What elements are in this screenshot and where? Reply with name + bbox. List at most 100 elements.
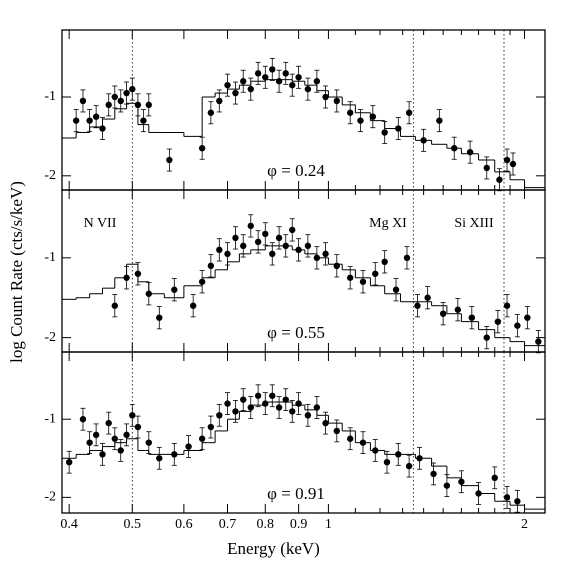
data-point [509, 160, 517, 168]
line-label: Mg XI [369, 216, 407, 231]
data-point [123, 431, 130, 439]
data-point [359, 439, 367, 446]
data-point [333, 97, 340, 105]
data-point [216, 246, 223, 254]
data-point [134, 101, 142, 109]
data-point [468, 314, 476, 321]
data-point [346, 109, 354, 116]
data-point [503, 494, 511, 501]
data-point [262, 400, 269, 407]
data-point [247, 222, 254, 230]
data-point [313, 78, 321, 85]
data-point [439, 310, 447, 317]
data-point [496, 176, 503, 183]
data-point [145, 101, 152, 109]
data-point [156, 314, 163, 321]
data-point [65, 458, 73, 466]
data-point [430, 470, 437, 478]
x-tick-label: 1 [325, 517, 332, 532]
data-point [424, 294, 431, 301]
data-point [289, 408, 296, 415]
x-tick-label: 0.7 [219, 517, 237, 532]
data-point [232, 89, 239, 97]
data-point [216, 97, 223, 105]
y-tick-label: -1 [44, 250, 56, 265]
data-point [436, 117, 443, 124]
data-point [72, 117, 80, 124]
data-point [254, 70, 262, 77]
data-point [381, 129, 388, 136]
phase-label: φ = 0.91 [267, 484, 325, 503]
data-point [247, 85, 254, 93]
data-point [156, 455, 163, 462]
data-point [185, 443, 192, 450]
x-tick-label: 0.8 [257, 517, 275, 532]
data-point [405, 109, 413, 116]
data-point [79, 416, 87, 423]
x-tick-label: 0.6 [175, 517, 193, 532]
data-point [240, 242, 247, 250]
data-point [346, 274, 354, 281]
y-tick-label: -1 [44, 411, 56, 426]
data-point [451, 145, 458, 152]
data-point [359, 278, 367, 285]
data-point [395, 125, 402, 132]
data-point [262, 74, 269, 81]
data-point [405, 462, 413, 470]
data-point [123, 89, 130, 97]
data-point [392, 286, 400, 293]
data-point [483, 164, 490, 172]
data-point [86, 439, 93, 446]
data-point [491, 474, 498, 482]
data-point [262, 230, 269, 238]
data-point [254, 238, 262, 246]
data-point [295, 246, 302, 254]
data-point [224, 250, 231, 258]
x-tick-label: 0.9 [290, 517, 308, 532]
data-point [134, 423, 142, 431]
data-point [79, 97, 87, 105]
line-label: N VII [84, 216, 117, 231]
data-point [383, 458, 391, 466]
x-tick-label: 0.4 [60, 517, 78, 532]
data-point [503, 156, 511, 164]
data-point [275, 78, 283, 85]
data-point [524, 314, 531, 321]
data-point [333, 262, 340, 270]
phase-label: φ = 0.55 [267, 323, 325, 342]
data-point [357, 117, 364, 124]
x-tick-label: 0.5 [124, 517, 142, 532]
data-point [369, 113, 377, 120]
line-label: Si XIII [454, 216, 494, 231]
data-point [443, 482, 451, 489]
data-point [240, 78, 247, 85]
data-point [304, 242, 312, 250]
data-point [333, 427, 340, 435]
y-axis-label: log Count Rate (cts/s/keV) [7, 181, 26, 363]
data-point [494, 318, 502, 325]
data-point [117, 447, 124, 454]
data-point [207, 423, 215, 431]
panel-frame [61, 351, 546, 514]
data-point [466, 148, 474, 156]
data-point [247, 404, 254, 411]
data-point [483, 334, 490, 341]
data-point [111, 435, 118, 442]
data-point [198, 278, 206, 285]
data-point [269, 250, 276, 258]
data-point [240, 396, 247, 403]
data-point [207, 262, 215, 270]
data-point [198, 145, 206, 152]
y-tick-label: -2 [44, 490, 56, 505]
data-point [99, 451, 106, 458]
data-point [134, 270, 142, 277]
data-point [166, 156, 173, 164]
data-point [295, 400, 302, 407]
data-point [414, 302, 421, 309]
data-point [304, 85, 312, 93]
data-point [105, 101, 112, 109]
data-point [140, 117, 147, 124]
data-point [189, 302, 197, 309]
data-point [403, 254, 411, 262]
data-point [111, 93, 118, 101]
